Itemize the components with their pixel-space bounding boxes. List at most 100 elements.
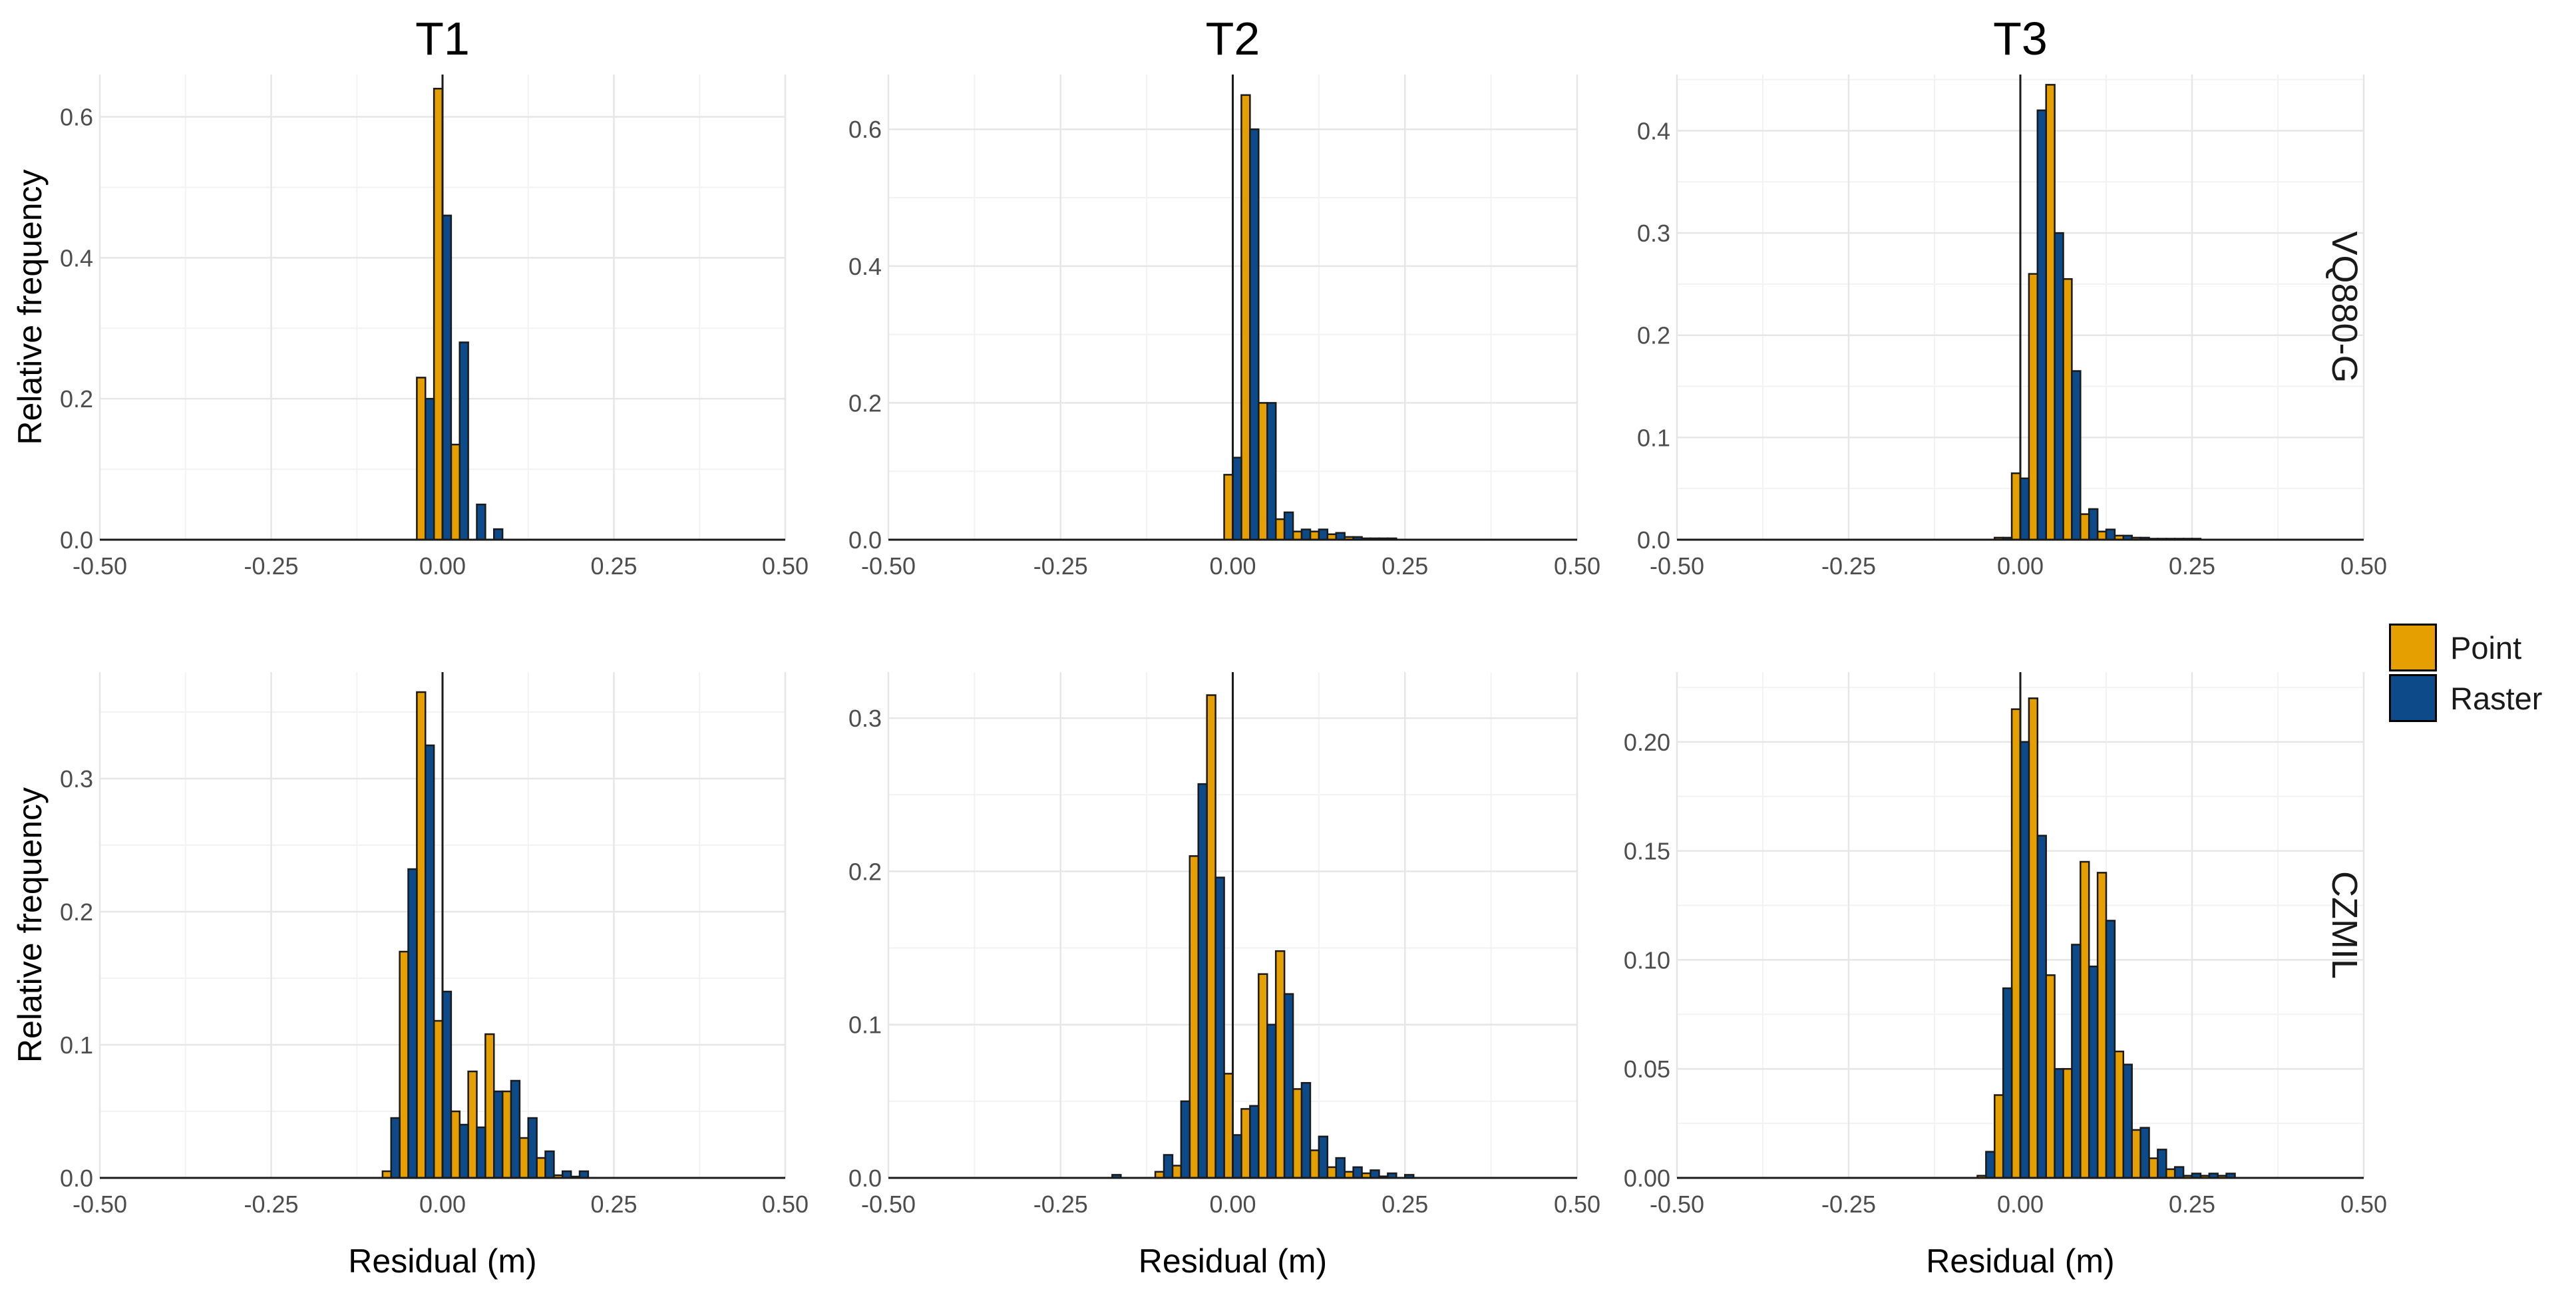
bar-point-t2-vq880g [1223, 474, 1234, 541]
bar-point-t3-czmil [2010, 708, 2022, 1179]
bar-point-t3-vq880g [2010, 472, 2022, 541]
bar-raster-t2-vq880g [1318, 528, 1329, 541]
x-tick-label-t1-czmil: -0.50 [73, 1191, 127, 1218]
bar-raster-t3-czmil [2019, 741, 2030, 1179]
bar-point-t1-vq880g [416, 377, 427, 541]
bar-raster-t2-vq880g [1266, 402, 1277, 541]
bar-point-t3-czmil [2045, 974, 2056, 1179]
bar-point-t3-czmil [2080, 860, 2090, 1179]
y-tick-label-t3-czmil: 0.05 [1624, 1055, 1670, 1083]
bar-point-t2-vq880g [1258, 402, 1268, 541]
bar-point-t2-vq880g [1309, 530, 1320, 541]
bar-point-t2-czmil [1240, 1108, 1251, 1179]
bar-point-t2-czmil [1326, 1166, 1337, 1179]
bar-point-t3-czmil [2028, 697, 2039, 1179]
bar-point-t3-czmil [2062, 1067, 2073, 1179]
x-tick-label-t3-czmil: 0.00 [1997, 1191, 2044, 1218]
bar-raster-t2-czmil [1283, 993, 1294, 1179]
legend-item-point: Point [2389, 622, 2562, 673]
bar-raster-t2-czmil [1197, 783, 1208, 1179]
y-tick-label-t1-czmil: 0.2 [60, 898, 93, 926]
bar-raster-t3-vq880g [2019, 477, 2030, 541]
y-tick-label-t2-czmil: 0.0 [848, 1165, 882, 1192]
bar-raster-t2-czmil [1266, 1023, 1277, 1179]
x-axis-label: Residual (m) [348, 1242, 536, 1280]
bar-raster-t2-czmil [1214, 876, 1225, 1179]
y-axis-label: Relative frequency [11, 787, 49, 1063]
bar-raster-t2-czmil [1163, 1154, 1174, 1179]
y-tick-label-t2-czmil: 0.1 [848, 1012, 882, 1039]
x-tick-label-t1-czmil: 0.25 [590, 1191, 637, 1218]
bar-raster-t1-vq880g [425, 397, 435, 541]
bar-point-t1-czmil [467, 1070, 478, 1179]
bar-point-t1-czmil [433, 1020, 444, 1179]
bar-point-t2-czmil [1258, 973, 1268, 1179]
bar-raster-t3-czmil [2088, 965, 2099, 1179]
y-tick-label-t2-vq880g: 0.4 [848, 253, 882, 280]
bar-raster-t1-vq880g [459, 341, 469, 541]
y-tick-label-t3-czmil: 0.10 [1624, 946, 1670, 974]
bar-point-t3-czmil [1994, 1094, 2004, 1179]
bar-raster-t2-czmil [1232, 1134, 1242, 1179]
bar-raster-t1-czmil [390, 1117, 401, 1179]
y-tick-label-t3-czmil: 0.20 [1624, 729, 1670, 756]
bar-point-t1-czmil [399, 950, 409, 1179]
row-label-vq880g: VQ880-G [2324, 231, 2364, 383]
y-tick-label-t3-vq880g: 0.3 [1637, 220, 1670, 247]
x-axis-label: Residual (m) [1139, 1242, 1327, 1280]
x-tick-label-t2-vq880g: 0.00 [1209, 552, 1256, 580]
bar-point-t1-vq880g [433, 87, 444, 541]
x-tick-label-t2-czmil: 0.00 [1209, 1191, 1256, 1218]
bar-point-t1-czmil [536, 1157, 546, 1179]
bar-point-t2-czmil [1189, 855, 1199, 1179]
bar-point-t3-czmil [2131, 1129, 2141, 1179]
bar-raster-t2-vq880g [1249, 128, 1260, 541]
x-tick-label-t2-vq880g: -0.25 [1033, 552, 1088, 580]
bar-point-t1-czmil [450, 1110, 460, 1179]
y-tick-label-t1-czmil: 0.3 [60, 765, 93, 793]
y-tick-label-t3-czmil: 0.15 [1624, 838, 1670, 865]
x-tick-label-t3-czmil: 0.25 [2169, 1191, 2215, 1218]
y-tick-label-t1-vq880g: 0.6 [60, 104, 93, 131]
bar-raster-t2-vq880g [1335, 532, 1346, 541]
bar-point-t2-czmil [1274, 950, 1286, 1179]
bar-point-t3-vq880g [2045, 84, 2056, 541]
legend-swatch-raster [2389, 674, 2437, 722]
bar-raster-t3-czmil [2002, 987, 2013, 1179]
x-axis-label: Residual (m) [1926, 1242, 2114, 1280]
y-tick-label-t3-vq880g: 0.4 [1637, 117, 1670, 144]
column-title-t3: T3 [1993, 13, 2048, 65]
x-tick-label-t2-vq880g: -0.50 [861, 552, 916, 580]
x-tick-label-t2-czmil: 0.50 [1554, 1191, 1600, 1218]
x-tick-label-t3-czmil: -0.50 [1650, 1191, 1704, 1218]
bar-point-t1-czmil [416, 691, 427, 1179]
bar-raster-t1-vq880g [476, 503, 486, 541]
bar-point-t1-czmil [484, 1033, 495, 1179]
bar-point-t3-czmil [2114, 1050, 2125, 1179]
x-tick-label-t1-czmil: 0.50 [762, 1191, 809, 1218]
x-tick-label-t3-vq880g: -0.25 [1821, 552, 1876, 580]
y-tick-label-t2-vq880g: 0.0 [848, 526, 882, 554]
bar-raster-t1-czmil [441, 990, 453, 1179]
bar-point-t2-czmil [1292, 1088, 1303, 1179]
bar-point-t3-vq880g [2096, 530, 2108, 541]
y-tick-label-t3-vq880g: 0.1 [1637, 424, 1670, 451]
x-tick-label-t1-vq880g: 0.00 [419, 552, 466, 580]
bar-raster-t1-czmil [493, 1090, 504, 1179]
bar-raster-t2-vq880g [1283, 511, 1294, 541]
y-tick-label-t1-vq880g: 0.2 [60, 385, 93, 413]
y-tick-label-t3-vq880g: 0.0 [1637, 526, 1670, 554]
bar-raster-t3-czmil [2122, 1063, 2133, 1179]
bar-raster-t1-czmil [476, 1126, 486, 1179]
x-tick-label-t1-vq880g: -0.25 [244, 552, 298, 580]
bar-raster-t2-czmil [1352, 1166, 1363, 1179]
bar-point-t2-czmil [1206, 694, 1216, 1179]
y-tick-label-t1-vq880g: 0.0 [60, 526, 93, 554]
legend-label-raster: Raster [2450, 680, 2543, 716]
bar-raster-t1-czmil [459, 1123, 469, 1179]
bar-point-t3-czmil [2096, 872, 2108, 1179]
y-tick-label-t2-czmil: 0.2 [848, 858, 882, 885]
bar-raster-t3-czmil [2139, 1127, 2150, 1179]
bar-raster-t3-czmil [1985, 1151, 1996, 1179]
